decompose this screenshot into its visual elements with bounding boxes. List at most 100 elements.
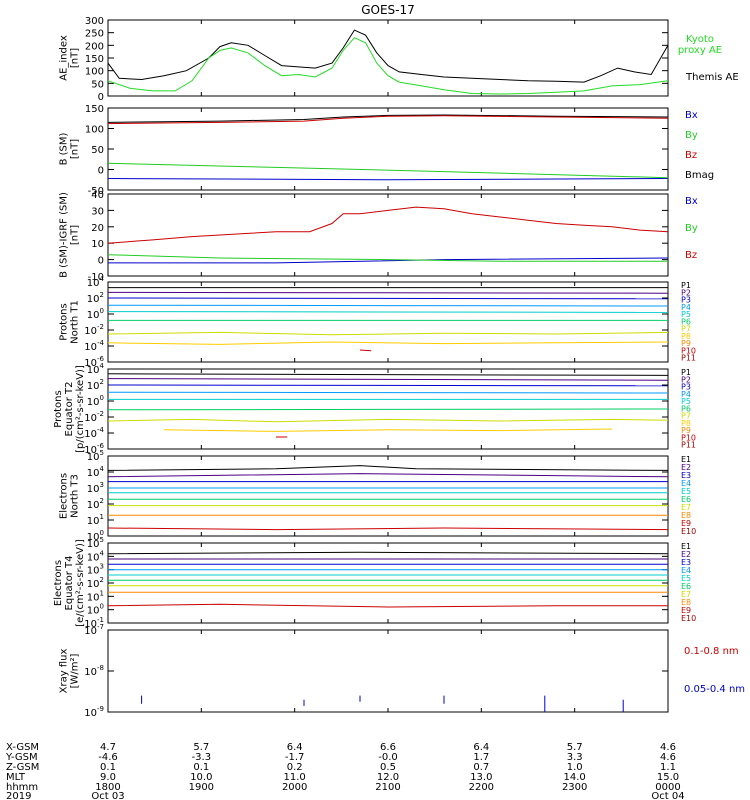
y-tick-label: 10-9 (84, 705, 104, 719)
legend-item: 0.1-0.8 nm (684, 646, 739, 657)
series-line-e1 (107, 465, 669, 471)
y-tick-label: 250 (85, 29, 104, 40)
y-tick-label: 103 (87, 563, 104, 577)
series-line-e9 (107, 603, 668, 608)
series-line-p1 (107, 373, 669, 376)
y-tick-label: 0 (98, 166, 104, 177)
panel-frame-protons_north (107, 281, 669, 363)
x-axis-label: 0.7 (473, 762, 489, 773)
legend-item: P10 (681, 346, 696, 355)
x-axis-label: 11.0 (284, 772, 306, 783)
y-tick-label: 0 (98, 92, 104, 103)
x-axis-label: 2200 (469, 782, 494, 793)
x-axis-label: 4.6 (660, 742, 676, 753)
legend-item: Bx (685, 196, 698, 207)
series-line-p8 (163, 428, 613, 432)
legend-item: Kyoto (686, 34, 714, 45)
series-line-bz (107, 206, 669, 244)
legend-item: E6 (681, 495, 691, 504)
x-axis-label: 14.0 (564, 772, 586, 783)
legend-item: E1 (681, 542, 691, 551)
x-axis-label: Oct 03 (91, 791, 124, 800)
series-line-p3 (107, 297, 669, 300)
x-axis-row-header: hhmm (6, 782, 38, 793)
legend-item: P2 (681, 288, 691, 297)
legend-item: P1 (681, 368, 691, 377)
x-axis-label: 0.5 (380, 762, 396, 773)
y-axis-label: North T3 (70, 474, 81, 518)
y-tick-label: 102 (87, 378, 104, 392)
legend-item: E3 (681, 558, 691, 567)
y-axis-label: North T1 (70, 300, 81, 344)
legend-item: P2 (681, 375, 691, 384)
legend-item: 0.05-0.4 nm (684, 684, 745, 695)
x-axis-label: 6.4 (287, 742, 303, 753)
y-tick-label: 102 (87, 497, 104, 511)
series-line-p8 (107, 341, 669, 345)
legend-item: P4 (681, 303, 691, 312)
y-tick-label: 103 (87, 481, 104, 495)
legend-item: E9 (681, 519, 691, 528)
y-axis-label: [p/(cm²-s-sr-keV)] (75, 365, 86, 453)
panel-frame-bsm (107, 107, 669, 191)
legend-item: E8 (681, 598, 691, 607)
legend-item: proxy AE (678, 45, 722, 56)
legend-item: P9 (681, 339, 691, 348)
legend-item: P1 (681, 281, 691, 290)
x-axis-label: 0.1 (193, 762, 209, 773)
series-line-p4 (107, 304, 669, 307)
y-tick-label: 10-8 (84, 664, 104, 678)
legend-item: Bmag (685, 170, 714, 181)
legend-item: Themis AE (685, 72, 739, 83)
y-tick-label: -10 (88, 272, 104, 283)
series-line-e2 (107, 473, 669, 478)
x-axis-label: 4.6 (660, 752, 676, 763)
x-axis-label: 0000 (655, 782, 680, 793)
x-axis-label: -0.0 (378, 752, 398, 763)
x-axis-label: 2000 (282, 782, 307, 793)
y-tick-label: 40 (91, 190, 104, 201)
y-tick-label: 104 (87, 275, 105, 289)
series-line-p10 (359, 349, 372, 352)
series-line-bx (107, 178, 669, 181)
y-tick-label: 10-4 (84, 426, 104, 440)
y-tick-label: 100 (87, 394, 104, 408)
y-tick-label: 105 (87, 536, 104, 550)
legend-item: P4 (681, 390, 691, 399)
x-axis-label: 0.1 (100, 762, 116, 773)
x-axis-label: 2100 (375, 782, 400, 793)
series-line-kyoto-proxy-ae (107, 37, 669, 95)
y-axis-label: [nT] (70, 48, 81, 68)
legend-item: P5 (681, 310, 691, 319)
y-tick-label: 100 (87, 307, 104, 321)
y-tick-label: 150 (85, 54, 104, 65)
y-tick-label: 10-6 (84, 442, 104, 456)
y-axis-label: Equator T4 (64, 556, 75, 611)
legend-item: P7 (681, 325, 691, 334)
legend-item: P11 (681, 354, 696, 363)
y-tick-label: 10-7 (84, 623, 104, 637)
y-tick-label: 10-4 (84, 339, 104, 353)
y-axis-label: Electrons (59, 473, 70, 519)
x-axis-label: 6.4 (473, 742, 489, 753)
legend-item: Bz (685, 150, 697, 161)
y-axis-label: B (SM)-IGRF (SM) (59, 192, 70, 278)
y-tick-label: 100 (85, 125, 104, 136)
x-axis-label: -3.3 (192, 752, 212, 763)
legend-item: E3 (681, 471, 691, 480)
panel-frame-electrons_equator (107, 542, 669, 624)
y-tick-label: 10-1 (84, 616, 104, 630)
series-line-bx (108, 257, 669, 264)
series-line-bmag (107, 114, 669, 123)
y-axis-label: [W/m²] (70, 653, 81, 688)
series-line-themis-ae (107, 29, 669, 83)
x-axis-row-header: X-GSM (6, 742, 39, 753)
legend-item: P6 (681, 317, 691, 326)
legend-item: P11 (681, 441, 696, 450)
panel-frame-bigrf (107, 193, 669, 277)
panel-frame-ae (107, 19, 669, 97)
y-axis-label: AE_index (59, 35, 70, 81)
series-line-p4 (107, 391, 669, 394)
y-tick-label: 102 (87, 576, 104, 590)
